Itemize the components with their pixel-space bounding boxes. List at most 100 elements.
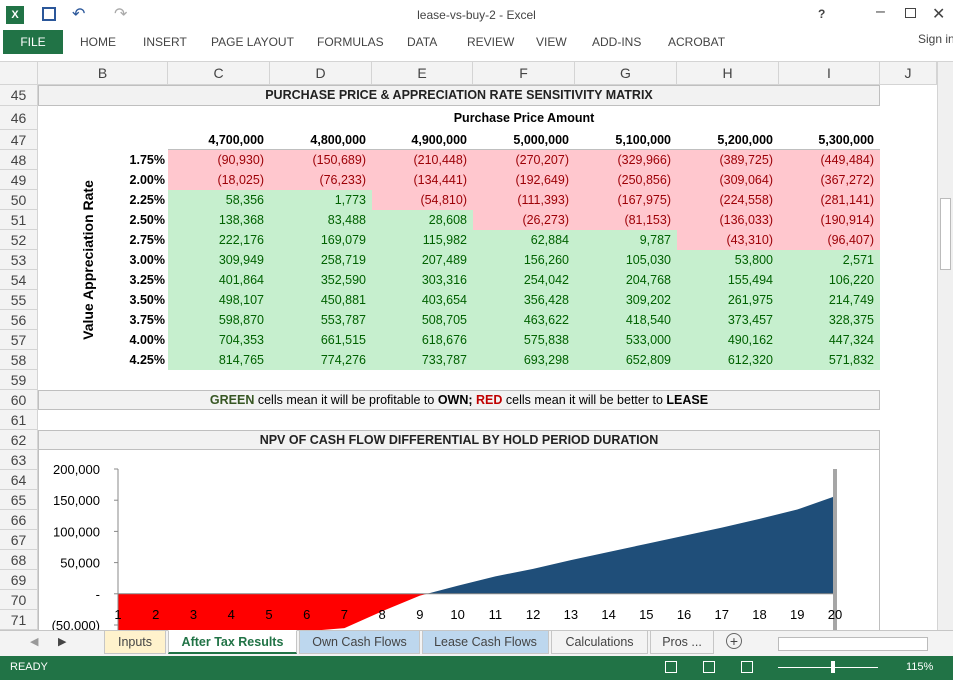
x-tick-label: 18: [752, 607, 766, 622]
own-cell: 618,676: [372, 330, 473, 350]
x-tick-label: 12: [526, 607, 540, 622]
ribbon-tab[interactable]: PAGE LAYOUT: [211, 35, 294, 49]
save-icon[interactable]: [42, 7, 56, 21]
column-header[interactable]: G: [575, 62, 677, 85]
row-header[interactable]: 64: [0, 470, 38, 490]
ribbon-tab[interactable]: ACROBAT: [668, 35, 726, 49]
area-positive: [426, 496, 835, 594]
undo-icon[interactable]: ↶: [72, 6, 86, 23]
ribbon-tab[interactable]: DATA: [407, 35, 438, 49]
own-cell: 254,042: [473, 270, 575, 290]
column-header[interactable]: D: [270, 62, 372, 85]
column-header[interactable]: J: [880, 62, 937, 85]
own-cell: 356,428: [473, 290, 575, 310]
row-header[interactable]: 54: [0, 270, 38, 290]
column-header[interactable]: H: [677, 62, 779, 85]
minimize-button[interactable]: –: [876, 3, 885, 20]
row-header[interactable]: 50: [0, 190, 38, 210]
column-header[interactable]: E: [372, 62, 473, 85]
own-cell: 222,176: [168, 230, 270, 250]
row-header[interactable]: 66: [0, 510, 38, 530]
own-cell: 418,540: [575, 310, 677, 330]
row-header[interactable]: 60: [0, 390, 38, 410]
row-header[interactable]: 62: [0, 430, 38, 450]
row-header[interactable]: 51: [0, 210, 38, 230]
add-sheet[interactable]: +: [726, 633, 742, 649]
row-header[interactable]: 48: [0, 150, 38, 170]
sheet-tab[interactable]: Calculations: [551, 630, 648, 654]
close-button[interactable]: ✕: [932, 6, 946, 23]
rate-label: 4.25%: [129, 353, 165, 367]
row-header[interactable]: 59: [0, 370, 38, 390]
own-cell: 463,622: [473, 310, 575, 330]
sheet-tab[interactable]: Inputs: [104, 630, 166, 654]
x-tick-label: 9: [416, 607, 423, 622]
row-header[interactable]: 56: [0, 310, 38, 330]
column-header[interactable]: I: [779, 62, 880, 85]
row-header[interactable]: 53: [0, 250, 38, 270]
matrix-title: PURCHASE PRICE & APPRECIATION RATE SENSI…: [38, 85, 880, 106]
row-header[interactable]: 70: [0, 590, 38, 610]
lease-cell: (90,930): [168, 150, 270, 170]
tab-scroll-left[interactable]: ◀: [30, 636, 39, 648]
own-cell: 373,457: [677, 310, 779, 330]
ribbon-tab[interactable]: FILE: [3, 30, 63, 54]
own-cell: 204,768: [575, 270, 677, 290]
ribbon-tab[interactable]: INSERT: [143, 35, 187, 49]
own-cell: 28,608: [372, 210, 473, 230]
note-part: RED: [476, 393, 503, 407]
zoom-slider[interactable]: [778, 667, 878, 668]
vertical-scrollbar[interactable]: [937, 62, 953, 630]
row-header[interactable]: 46: [0, 106, 38, 130]
row-header[interactable]: 58: [0, 350, 38, 370]
tab-scroll-right[interactable]: ▶: [58, 636, 67, 648]
sheet-tab[interactable]: Pros ...: [650, 630, 714, 654]
lease-cell: (76,233): [270, 170, 372, 190]
row-header[interactable]: 71: [0, 610, 38, 630]
row-header[interactable]: 45: [0, 85, 38, 106]
column-header[interactable]: F: [473, 62, 575, 85]
column-header[interactable]: C: [168, 62, 270, 85]
own-cell: 169,079: [270, 230, 372, 250]
row-header[interactable]: 52: [0, 230, 38, 250]
own-cell: 450,881: [270, 290, 372, 310]
horizontal-scrollbar[interactable]: [778, 637, 928, 651]
scroll-thumb[interactable]: [940, 198, 951, 270]
lease-cell: (54,810): [372, 190, 473, 210]
sign-in[interactable]: Sign in: [918, 32, 953, 46]
sheet-tab[interactable]: Lease Cash Flows: [422, 630, 549, 654]
row-header[interactable]: 68: [0, 550, 38, 570]
row-header[interactable]: 67: [0, 530, 38, 550]
select-all[interactable]: [0, 62, 38, 85]
help-button[interactable]: ?: [818, 7, 826, 21]
row-header[interactable]: 57: [0, 330, 38, 350]
own-cell: 105,030: [575, 250, 677, 270]
normal-view[interactable]: [665, 661, 677, 673]
ribbon-tab[interactable]: VIEW: [536, 35, 567, 49]
row-header[interactable]: 61: [0, 410, 38, 430]
y-tick-label: 200,000: [53, 462, 100, 477]
row-header[interactable]: 65: [0, 490, 38, 510]
zoom-thumb[interactable]: [831, 661, 835, 673]
own-cell: 9,787: [575, 230, 677, 250]
page-break-view[interactable]: [741, 661, 753, 673]
lease-cell: (329,966): [575, 150, 677, 170]
excel-icon[interactable]: X: [6, 6, 24, 24]
redo-icon[interactable]: ↷: [114, 6, 128, 23]
row-header[interactable]: 47: [0, 130, 38, 150]
column-header[interactable]: B: [38, 62, 168, 85]
row-header[interactable]: 63: [0, 450, 38, 470]
sheet-tab[interactable]: Own Cash Flows: [299, 630, 420, 654]
ribbon-tab[interactable]: HOME: [80, 35, 116, 49]
row-header[interactable]: 55: [0, 290, 38, 310]
page-layout-view[interactable]: [703, 661, 715, 673]
ribbon-tab[interactable]: REVIEW: [467, 35, 515, 49]
lease-cell: (389,725): [677, 150, 779, 170]
ribbon-tab[interactable]: FORMULAS: [317, 35, 384, 49]
rate-label: 2.50%: [129, 213, 165, 227]
row-header[interactable]: 69: [0, 570, 38, 590]
sheet-tab[interactable]: After Tax Results: [168, 630, 297, 654]
maximize-button[interactable]: [905, 8, 916, 18]
ribbon-tab[interactable]: ADD-INS: [592, 35, 642, 49]
row-header[interactable]: 49: [0, 170, 38, 190]
